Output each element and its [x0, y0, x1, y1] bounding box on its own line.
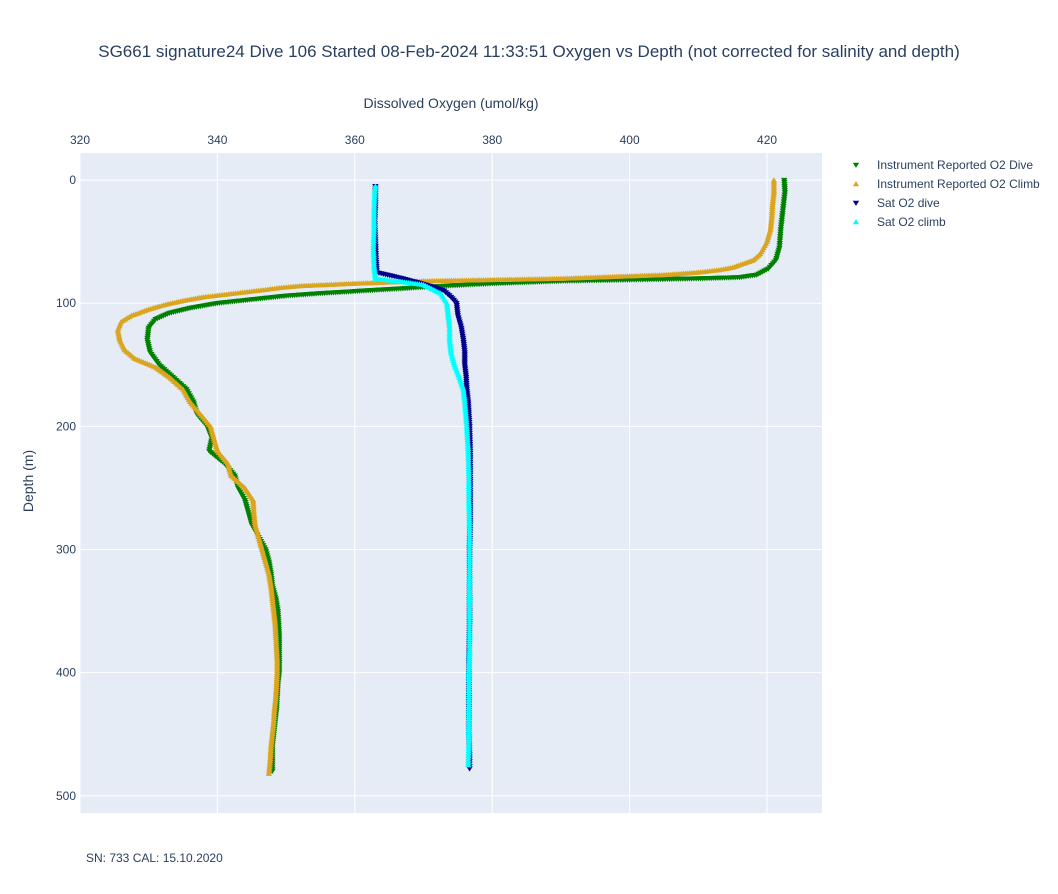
y-tick-label: 300	[56, 542, 76, 556]
legend-marker	[852, 162, 860, 168]
series-sat-o2-climb	[370, 183, 473, 768]
x-tick-label: 380	[482, 133, 502, 147]
legend-item[interactable]: Sat O2 climb	[852, 215, 946, 229]
y-tick-label: 400	[56, 666, 76, 680]
legend-marker	[852, 219, 860, 225]
legend-label: Instrument Reported O2 Climb	[877, 177, 1040, 191]
calibration-footer: SN: 733 CAL: 15.10.2020	[86, 851, 223, 865]
plot-background	[80, 153, 822, 813]
x-tick-label: 320	[70, 133, 90, 147]
legend-label: Sat O2 dive	[877, 196, 940, 210]
x-tick-label: 420	[757, 133, 777, 147]
legend-item[interactable]: Sat O2 dive	[852, 196, 940, 210]
y-axis-label: Depth (m)	[20, 450, 36, 512]
legend[interactable]: Instrument Reported O2 Dive Instrument Re…	[852, 158, 1040, 229]
x-tick-label: 400	[620, 133, 640, 147]
legend-label: Instrument Reported O2 Dive	[877, 158, 1033, 172]
y-tick-label: 100	[56, 296, 76, 310]
series-layer	[114, 177, 789, 776]
y-tick-label: 500	[56, 789, 76, 803]
legend-marker	[852, 200, 860, 206]
legend-marker	[852, 181, 860, 187]
series-instrument-reported-o2-climb	[114, 177, 778, 776]
legend-item[interactable]: Instrument Reported O2 Climb	[852, 177, 1040, 191]
x-axis-ticks: 320 340 360 380 400 420	[70, 133, 777, 147]
chart-title: SG661 signature24 Dive 106 Started 08-Fe…	[98, 42, 960, 61]
y-axis-ticks: 0 100 200 300 400 500	[56, 173, 76, 803]
data-point	[466, 766, 473, 772]
plot-area	[80, 153, 822, 813]
data-point	[770, 177, 778, 183]
x-axis-label: Dissolved Oxygen (umol/kg)	[363, 95, 538, 111]
legend-item[interactable]: Instrument Reported O2 Dive	[852, 158, 1034, 172]
y-tick-label: 200	[56, 419, 76, 433]
y-tick-label: 0	[69, 173, 76, 187]
legend-label: Sat O2 climb	[877, 215, 946, 229]
x-tick-label: 360	[345, 133, 365, 147]
data-point	[372, 183, 379, 189]
gridlines	[79, 153, 822, 813]
x-tick-label: 340	[207, 133, 227, 147]
